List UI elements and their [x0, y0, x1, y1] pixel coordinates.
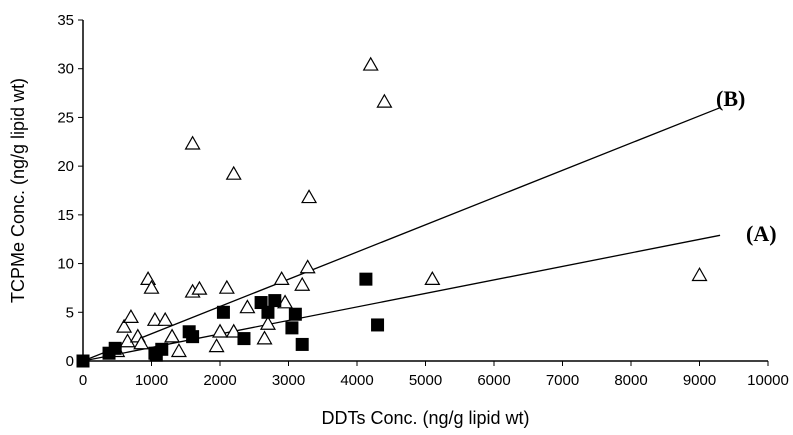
x-tick-label: 5000: [409, 372, 442, 389]
x-axis-title: DDTs Conc. (ng/g lipid wt): [321, 408, 529, 428]
data-point-triangle: [211, 323, 229, 338]
data-point-square: [186, 330, 200, 344]
data-point-triangle: [157, 311, 174, 326]
data-point-square: [371, 318, 385, 332]
y-tick-label: 0: [66, 353, 74, 370]
x-tick-label: 7000: [546, 372, 579, 389]
data-point-square: [288, 307, 302, 321]
data-point-square: [149, 348, 163, 362]
data-point-triangle: [170, 343, 187, 358]
x-tick-label: 9000: [683, 372, 716, 389]
y-tick-label: 15: [57, 207, 74, 224]
data-point-triangle: [146, 311, 163, 326]
data-point-triangle: [184, 135, 201, 150]
data-point-triangle: [691, 267, 708, 282]
x-tick-label: 6000: [477, 372, 510, 389]
data-point-triangle: [208, 338, 225, 353]
x-tick-label: 2000: [203, 372, 236, 389]
data-point-triangle: [225, 165, 242, 180]
data-point-square: [268, 294, 282, 308]
data-point-triangle: [133, 335, 150, 350]
y-tick-label: 25: [57, 109, 74, 126]
data-point-triangle: [376, 93, 393, 108]
data-point-square: [237, 332, 251, 346]
x-tick-label: 4000: [340, 372, 373, 389]
data-point-square: [295, 337, 309, 351]
data-point-triangle: [191, 280, 208, 295]
data-point-triangle: [116, 318, 133, 333]
trendline-label-a: (A): [746, 221, 777, 246]
data-point-triangle: [164, 328, 181, 343]
x-tick-label: 8000: [614, 372, 647, 389]
data-points: [76, 56, 708, 368]
y-tick-label: 30: [57, 61, 74, 78]
y-tick-label: 20: [57, 158, 74, 175]
x-tick-label: 0: [79, 372, 87, 389]
data-point-triangle: [424, 270, 441, 286]
y-tick-label: 10: [57, 256, 74, 273]
x-tick-label: 3000: [272, 372, 305, 389]
data-point-square: [359, 272, 373, 286]
x-axis-ticks: 0 1000 2000 3000 4000 5000 6000 7000 8000 9000 100…: [79, 361, 789, 389]
trendline-label-b: (B): [716, 86, 745, 111]
data-point-triangle: [225, 323, 242, 338]
data-point-triangle: [277, 294, 294, 309]
data-point-triangle: [273, 270, 290, 286]
x-tick-label: 10000: [747, 372, 789, 389]
data-point-square: [261, 305, 275, 319]
data-point-triangle: [259, 315, 276, 330]
trendline: [82, 107, 721, 362]
data-point-triangle: [218, 279, 235, 294]
data-point-triangle: [143, 279, 160, 294]
y-tick-label: 35: [57, 12, 74, 29]
trendlines: [82, 107, 721, 362]
data-point-triangle: [256, 330, 273, 345]
data-point-triangle: [299, 259, 316, 274]
data-point-square: [254, 296, 268, 310]
data-point-square: [285, 321, 299, 335]
y-axis-ticks: 0 5 10 15 20 25 30 35: [57, 12, 83, 370]
data-point-triangle: [301, 189, 318, 204]
data-point-triangle: [294, 276, 311, 291]
x-tick-label: 1000: [135, 372, 168, 389]
data-point-triangle: [239, 299, 256, 314]
data-point-triangle: [362, 56, 379, 71]
y-tick-label: 5: [66, 304, 74, 321]
data-point-square: [108, 341, 122, 355]
data-point-triangle: [122, 308, 139, 324]
data-point-square: [216, 305, 230, 319]
y-axis-title: TCPMe Conc. (ng/g lipid wt): [8, 78, 28, 303]
